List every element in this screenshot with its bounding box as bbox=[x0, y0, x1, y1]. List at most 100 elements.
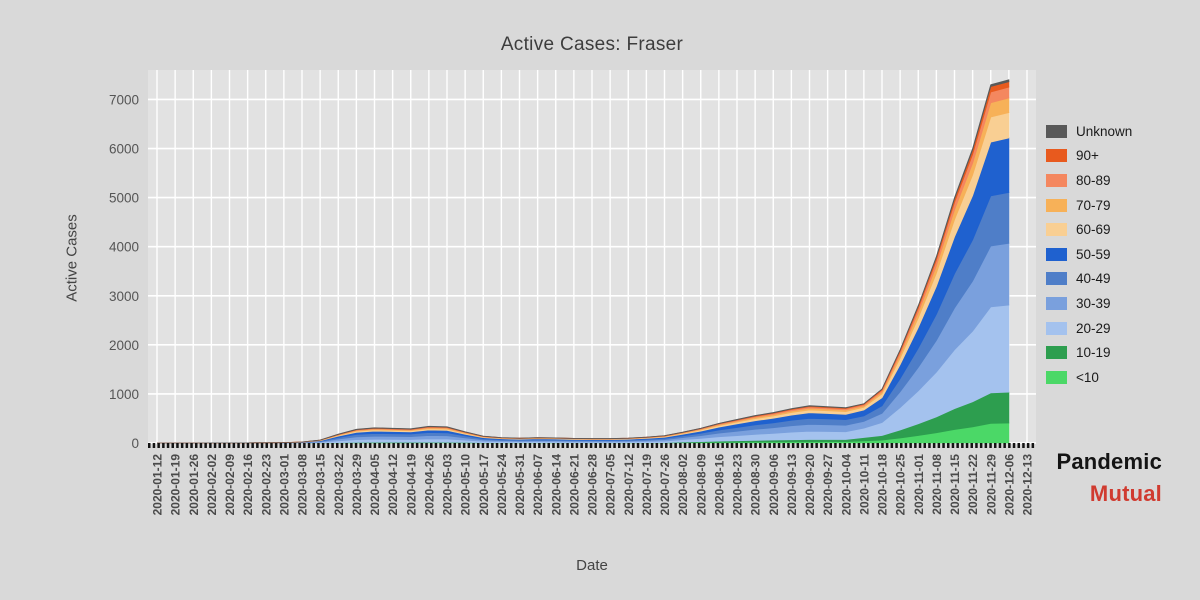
x-tick-label: 2020-07-12 bbox=[622, 454, 636, 516]
legend: Unknown 90+ 80-89 70-79 60-69 50-59 40-49 30-39… bbox=[1046, 119, 1132, 390]
x-axis-label: Date bbox=[576, 557, 608, 574]
y-tick-label: 6000 bbox=[109, 142, 139, 157]
x-tick-label: 2020-09-06 bbox=[767, 454, 781, 516]
x-tick-label: 2020-02-16 bbox=[241, 454, 255, 516]
x-tick-label: 2020-07-05 bbox=[604, 454, 618, 516]
x-tick-label: 2020-05-10 bbox=[459, 454, 473, 516]
x-tick-label: 2020-10-18 bbox=[876, 454, 890, 516]
x-tick-label: 2020-03-15 bbox=[314, 454, 328, 516]
x-tick-label: 2020-11-01 bbox=[912, 454, 926, 515]
y-tick-label: 2000 bbox=[109, 338, 139, 353]
watermark-line1: Pandemic bbox=[1056, 449, 1162, 474]
legend-label: 30-39 bbox=[1076, 295, 1111, 311]
x-tick-label: 2020-06-28 bbox=[586, 454, 600, 516]
legend-label: 70-79 bbox=[1076, 197, 1111, 213]
x-tick-label: 2020-05-17 bbox=[477, 454, 491, 516]
legend-item: 80-89 bbox=[1046, 168, 1132, 193]
legend-item: <10 bbox=[1046, 365, 1132, 390]
x-tick-label: 2020-08-23 bbox=[731, 454, 745, 516]
legend-swatch-icon bbox=[1046, 124, 1067, 138]
x-tick-label: 2020-11-22 bbox=[966, 454, 980, 515]
x-tick-label: 2020-04-26 bbox=[422, 454, 436, 516]
legend-swatch-icon bbox=[1046, 247, 1067, 261]
x-tick-label: 2020-03-29 bbox=[350, 454, 364, 516]
legend-item: 70-79 bbox=[1046, 193, 1132, 218]
y-tick-label: 7000 bbox=[109, 92, 139, 107]
x-tick-label: 2020-05-31 bbox=[513, 454, 527, 516]
x-tick-label: 2020-03-22 bbox=[332, 454, 346, 516]
x-tick-label: 2020-04-19 bbox=[404, 454, 418, 516]
legend-swatch-icon bbox=[1046, 198, 1067, 212]
x-tick-label: 2020-10-11 bbox=[857, 454, 871, 515]
x-tick-label: 2020-05-24 bbox=[495, 454, 509, 516]
legend-item: 40-49 bbox=[1046, 267, 1132, 292]
watermark: Pandemic Mutual bbox=[1030, 446, 1162, 510]
legend-label: 90+ bbox=[1076, 148, 1099, 164]
watermark-line2: Mutual bbox=[1089, 480, 1162, 506]
chart-title: Active Cases: Fraser bbox=[500, 34, 684, 55]
x-tick-label: 2020-06-07 bbox=[531, 454, 545, 516]
x-tick-label: 2020-09-20 bbox=[803, 454, 817, 516]
legend-label: Unknown bbox=[1076, 123, 1133, 139]
legend-label: 20-29 bbox=[1076, 320, 1111, 336]
legend-swatch-icon bbox=[1046, 272, 1067, 286]
x-tick-label: 2020-05-03 bbox=[441, 454, 455, 516]
legend-swatch-icon bbox=[1046, 321, 1067, 335]
x-tick-label: 2020-07-26 bbox=[658, 454, 672, 516]
legend-item: 10-19 bbox=[1046, 340, 1132, 365]
legend-label: 50-59 bbox=[1076, 246, 1111, 262]
area-series-Unknown bbox=[157, 79, 1010, 444]
legend-item: 60-69 bbox=[1046, 217, 1132, 242]
x-tick-label: 2020-11-08 bbox=[930, 454, 944, 515]
x-tick-label: 2020-10-25 bbox=[894, 454, 908, 516]
y-tick-label: 1000 bbox=[109, 387, 139, 402]
legend-item: 20-29 bbox=[1046, 316, 1132, 341]
x-tick-label: 2020-01-19 bbox=[169, 454, 183, 516]
x-tick-label: 2020-08-02 bbox=[676, 454, 690, 516]
y-tick-label: 3000 bbox=[109, 289, 139, 304]
x-tick-label: 2020-02-23 bbox=[259, 454, 273, 516]
legend-item: 50-59 bbox=[1046, 242, 1132, 267]
legend-label: 80-89 bbox=[1076, 172, 1111, 188]
x-tick-label: 2020-08-16 bbox=[712, 454, 726, 516]
x-tick-label: 2020-04-12 bbox=[386, 454, 400, 516]
x-tick-label: 2020-03-08 bbox=[296, 454, 310, 516]
x-tick-label: 2020-01-26 bbox=[187, 454, 201, 516]
legend-item: 30-39 bbox=[1046, 291, 1132, 316]
legend-item: Unknown bbox=[1046, 119, 1132, 144]
legend-swatch-icon bbox=[1046, 370, 1067, 384]
x-tick-label: 2020-10-04 bbox=[839, 454, 853, 516]
x-tick-label: 2020-06-21 bbox=[567, 454, 581, 516]
x-tick-label: 2020-11-15 bbox=[948, 454, 962, 515]
legend-label: 10-19 bbox=[1076, 345, 1111, 361]
legend-label: 60-69 bbox=[1076, 222, 1111, 238]
x-tick-label: 2020-09-27 bbox=[821, 454, 835, 516]
x-tick-label: 2020-12-06 bbox=[1002, 454, 1016, 516]
legend-swatch-icon bbox=[1046, 223, 1067, 237]
y-tick-label: 4000 bbox=[109, 240, 139, 255]
x-tick-label: 2020-12-13 bbox=[1021, 454, 1035, 516]
x-tick-label: 2020-09-13 bbox=[785, 454, 799, 516]
x-tick-label: 2020-01-12 bbox=[151, 454, 165, 516]
x-tick-label: 2020-06-14 bbox=[549, 454, 563, 516]
legend-swatch-icon bbox=[1046, 296, 1067, 310]
x-tick-label: 2020-08-30 bbox=[749, 454, 763, 516]
x-tick-label: 2020-03-01 bbox=[277, 454, 291, 516]
legend-swatch-icon bbox=[1046, 346, 1067, 360]
y-tick-label: 5000 bbox=[109, 191, 139, 206]
x-tick-label: 2020-08-09 bbox=[694, 454, 708, 516]
x-tick-label: 2020-02-02 bbox=[205, 454, 219, 516]
x-tick-label: 2020-02-09 bbox=[223, 454, 237, 516]
legend-swatch-icon bbox=[1046, 173, 1067, 187]
legend-item: 90+ bbox=[1046, 144, 1132, 169]
x-tick-label: 2020-11-29 bbox=[984, 454, 998, 515]
legend-swatch-icon bbox=[1046, 149, 1067, 163]
x-tick-label: 2020-04-05 bbox=[368, 454, 382, 516]
y-tick-label: 0 bbox=[131, 436, 139, 451]
legend-label: <10 bbox=[1076, 369, 1099, 385]
legend-label: 40-49 bbox=[1076, 271, 1111, 287]
x-tick-label: 2020-07-19 bbox=[640, 454, 654, 516]
y-axis-label: Active Cases bbox=[63, 214, 81, 302]
